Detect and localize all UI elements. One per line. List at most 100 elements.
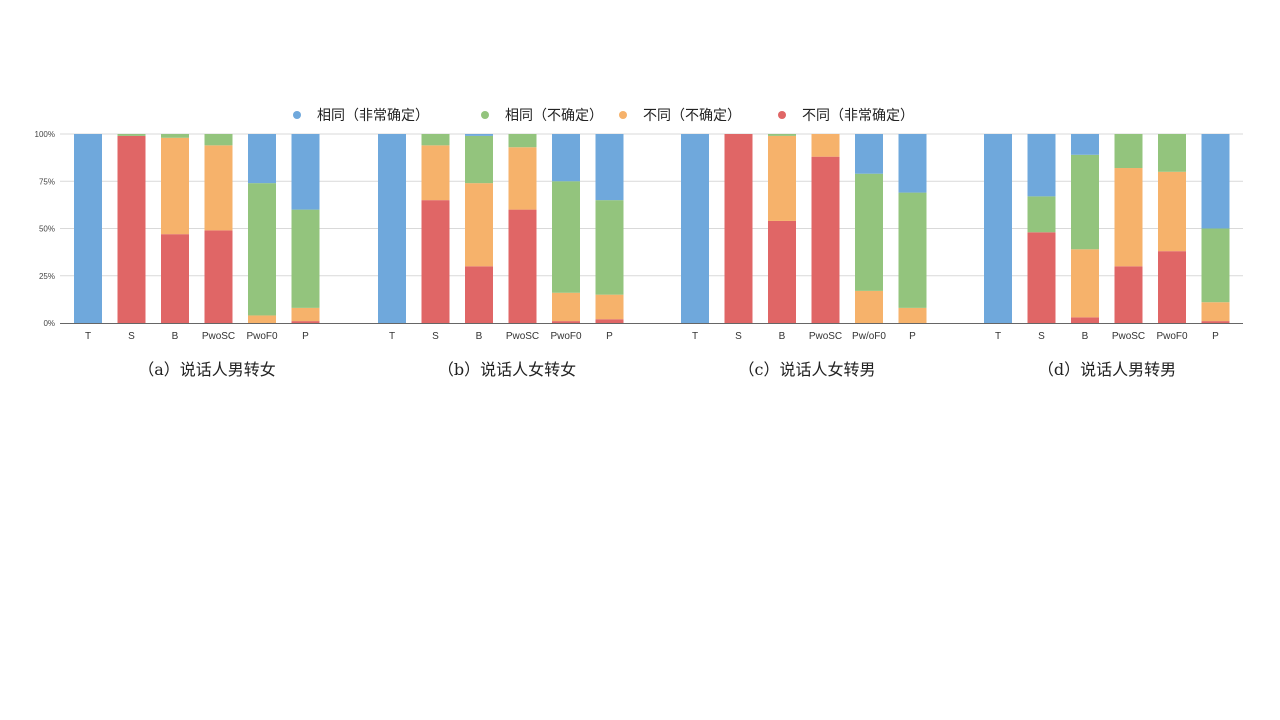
legend-item: 相同（不确定） [481,108,603,124]
y-tick-label: 0% [43,319,55,328]
bar-segment [1027,196,1056,233]
x-tick-label: B [172,331,179,342]
x-tick-label: S [128,331,135,342]
y-tick-label: 50% [39,225,55,234]
bar-segment [1158,171,1186,252]
bar-segment [1114,266,1143,323]
bar-segment [204,145,233,231]
bar-segment [595,200,624,295]
chart-panel [984,134,1230,323]
bar-segment [811,156,840,323]
legend-item: 相同（非常确定） [293,108,429,124]
legend-item: 不同（非常确定） [778,108,914,124]
x-tick-label: T [995,331,1001,342]
bar-segment [898,307,927,323]
bar-segment [248,183,276,316]
bar-segment [248,134,276,184]
x-tick-label: PwoF0 [1156,331,1188,342]
bar-segment [465,183,493,267]
bar-segment [681,134,709,323]
panel-caption: （a）说话人男转女 [138,360,276,379]
bar-segment [74,134,102,323]
panel-caption: （c）说话人女转男 [739,360,876,379]
bar-segment [161,134,189,138]
chart-panel [681,134,927,323]
x-tick-label: S [432,331,439,342]
bar-segment [291,321,320,323]
bar-segment [984,134,1012,323]
legend: 相同（非常确定） 相同（不确定） 不同（不确定） 不同（非常确定） [293,108,914,124]
legend-swatch [619,111,627,119]
bar-segment [552,181,580,293]
legend-swatch [293,111,301,119]
bar-segment [248,315,276,323]
x-tick-label: PwoSC [809,331,842,342]
x-tick-label: P [1212,331,1219,342]
x-axis: T S B PwoSC PwoF0 P T S B PwoSC PwoF0 P T S B PwoSC Pw/o… [60,323,1243,342]
x-tick-label: B [779,331,786,342]
bar-segment [465,266,493,323]
bar-segment [204,230,233,323]
bar-segment [421,145,450,201]
x-tick-label: PwoF0 [550,331,582,342]
x-tick-label: PwoSC [506,331,539,342]
x-tick-label: T [692,331,698,342]
panel-captions: （a）说话人男转女 （b）说话人女转女 （c）说话人女转男 （d）说话人男转男 [138,360,1176,379]
x-tick-label: B [1082,331,1089,342]
bar-segment [855,173,883,291]
x-tick-label: PwoSC [202,331,235,342]
x-tick-label: B [476,331,483,342]
bar-segment [1114,168,1143,267]
bar-segment [1201,228,1230,303]
bar-segment [898,192,927,308]
bar-segment [1201,134,1230,229]
legend-label: 不同（不确定） [643,108,741,124]
gridlines [60,133,1243,277]
bar-segment [117,135,146,323]
bar-segment [855,134,883,174]
bar-segment [508,134,537,148]
x-tick-label: P [909,331,916,342]
x-tick-label: Pw/oF0 [852,331,886,342]
bar-segment [1071,134,1099,155]
x-tick-label: S [735,331,742,342]
bar-segment [552,321,580,323]
y-tick-label: 75% [39,177,55,186]
legend-label: 相同（不确定） [505,108,603,124]
legend-swatch [481,111,489,119]
bar-segment [855,290,883,323]
bar-segment [291,134,320,210]
bar-segment [204,134,233,146]
bar-segment [1158,251,1186,323]
x-tick-label: PwoSC [1112,331,1145,342]
bar-segment [508,209,537,323]
bar-segment [1071,249,1099,318]
bar-segment [465,135,493,184]
bar-segment [161,137,189,235]
bar-segment [1158,134,1186,172]
bar-segment [1027,134,1056,197]
legend-label: 不同（非常确定） [802,108,914,124]
bar-segment [1071,317,1099,323]
x-tick-label: P [606,331,613,342]
bar-segment [508,147,537,210]
bar-segment [291,307,320,322]
bar-segment [421,200,450,323]
bar-segment [378,134,406,323]
bar-segment [1201,321,1230,323]
legend-label: 相同（非常确定） [317,108,429,124]
bar-segment [768,220,796,323]
legend-swatch [778,111,786,119]
legend-item: 不同（不确定） [619,108,741,124]
bar-segment [1114,134,1143,169]
bar-segment [724,134,753,323]
bar-segment [117,134,146,136]
bar-segment [552,134,580,182]
bar-segment [811,134,840,157]
bar-segment [898,134,927,193]
bar-segment [161,234,189,323]
y-axis: 0% 25% 50% 75% 100% [35,130,55,328]
x-tick-label: S [1038,331,1045,342]
y-tick-label: 25% [39,272,55,281]
